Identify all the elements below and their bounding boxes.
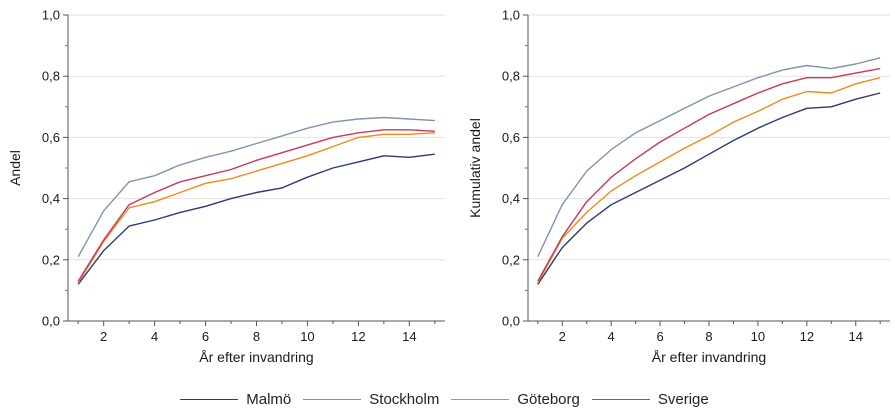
y-tick-label: 1,0 [502,8,520,23]
series-line-stockholm [537,57,881,257]
y-tick-label: 0,4 [502,191,520,206]
legend-swatch-sverige [591,398,650,400]
y-tick-label: 0,6 [42,130,60,145]
series-line-sverige [537,67,881,282]
series-line-malmo [77,153,435,285]
y-tick-label: 0,8 [42,69,60,84]
legend-swatch-malmo [180,398,239,400]
y-tick-label: 0,0 [502,314,520,329]
x-tick-label: 6 [656,329,663,344]
y-axis-label: Andel [7,150,23,186]
legend-label-sverige: Sverige [657,390,709,408]
y-tick-label: 0,0 [42,314,60,329]
series-line-goteborg [77,132,435,284]
x-tick-label: 4 [608,329,615,344]
legend-item-malmo: Malmö [180,391,297,408]
x-tick-label: 6 [202,329,209,344]
legend: Malmö Stockholm Göteborg Sverige [0,388,895,410]
y-tick-label: 0,2 [502,252,520,267]
x-tick-label: 8 [705,329,712,344]
x-axis-label: År efter invandring [199,349,313,365]
legend-swatch-goteborg [451,398,510,400]
legend-item-sverige: Sverige [591,390,715,408]
x-tick-label: 14 [402,329,416,344]
x-tick-label: 10 [300,329,314,344]
series-line-malmo [537,92,881,285]
left-chart-panel: 0,0 0,2 0,4 0,6 0,8 1,0 2 4 6 8 10 12 14 År efter inv… [7,8,445,365]
x-tick-label: 2 [559,329,566,344]
y-tick-label: 0,8 [502,69,520,84]
series-line-sverige [77,129,435,282]
x-tick-label: 4 [151,329,158,344]
legend-label-malmo: Malmö [246,390,292,408]
x-tick-label: 14 [849,329,863,344]
x-tick-label: 8 [253,329,260,344]
legend-swatch-stockholm [303,398,362,400]
x-tick-label: 12 [800,329,814,344]
y-tick-label: 0,2 [42,252,60,267]
y-tick-label: 0,4 [42,191,60,206]
legend-item-stockholm: Stockholm [303,391,445,408]
x-tick-label: 10 [751,329,765,344]
y-tick-label: 1,0 [42,8,60,23]
legend-item-goteborg: Göteborg [451,391,586,408]
x-axis-label: År efter invandring [652,349,766,365]
y-tick-label: 0,6 [502,130,520,145]
x-tick-label: 2 [100,329,107,344]
x-tick-label: 12 [351,329,365,344]
legend-label-stockholm: Stockholm [369,390,440,408]
series-line-stockholm [77,116,435,258]
legend-label-goteborg: Göteborg [517,390,580,408]
y-axis-label: Kumulativ andel [467,118,483,218]
series-line-goteborg [537,77,881,284]
right-chart-panel: 0,0 0,2 0,4 0,6 0,8 1,0 2 4 6 8 10 12 14 År efter inv… [467,8,890,365]
